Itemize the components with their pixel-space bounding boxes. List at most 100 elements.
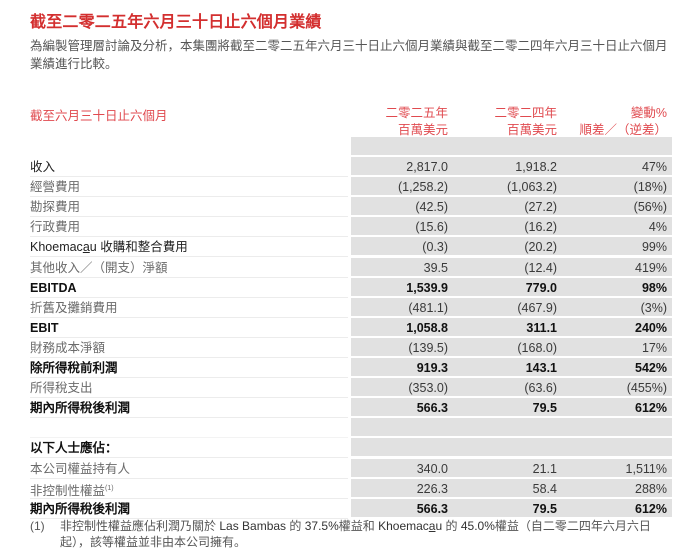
value-2025: 2,817.0 bbox=[406, 160, 448, 175]
value-change: 542% bbox=[635, 361, 667, 376]
value-2025: (15.6) bbox=[415, 220, 448, 235]
footnote-khoemacau-suffix: u bbox=[435, 519, 443, 533]
grey-cell-band bbox=[351, 237, 672, 256]
row-label: 行政費用 bbox=[30, 217, 348, 238]
row-label-suffix: u 收購和整合費用 bbox=[89, 240, 188, 255]
footnote-number: (1) bbox=[30, 519, 45, 533]
row-label: Khoemacau 收購和整合費用 bbox=[30, 237, 348, 258]
footnote-reference: (1) bbox=[105, 484, 114, 492]
period-header: 截至六月三十日止六個月 bbox=[30, 109, 168, 123]
grey-cell-band bbox=[351, 478, 672, 497]
column-header-change-title: 變動% bbox=[630, 106, 667, 120]
value-change: 288% bbox=[635, 481, 667, 496]
row-label: 折舊及攤銷費用 bbox=[30, 298, 348, 318]
value-2024: (63.6) bbox=[524, 381, 557, 396]
value-2024: 79.5 bbox=[532, 501, 557, 516]
table-header-spacer bbox=[0, 137, 693, 157]
value-2025: 566.3 bbox=[416, 401, 448, 416]
footnote: (1) 非控制性權益應佔利潤乃關於 Las Bambas 的 37.5%權益和 … bbox=[30, 518, 680, 550]
grey-cell-band bbox=[351, 438, 672, 457]
row-label-text: 非控制性權益 bbox=[30, 483, 106, 498]
results-table: 收入 2,817.0 1,918.2 47% 經營費用 (1,258.2) (1… bbox=[0, 137, 693, 519]
footnote-khoemacau-underlined: a bbox=[428, 519, 436, 533]
row-label-prefix: Khoemac bbox=[30, 240, 83, 255]
table-row-total: 期內所得稅後利潤 566.3 79.5 612% bbox=[0, 398, 693, 419]
value-2025: (42.5) bbox=[415, 200, 448, 215]
column-header-change: 變動% 順差／（逆差） bbox=[579, 105, 667, 139]
row-label: 勘探費用 bbox=[30, 197, 348, 218]
value-change: (455%) bbox=[626, 381, 667, 396]
value-2024: (168.0) bbox=[517, 340, 557, 355]
table-row-subtotal: 除所得稅前利潤 919.3 143.1 542% bbox=[0, 358, 693, 379]
value-2025: 39.5 bbox=[423, 260, 448, 275]
table-row: 非控制性權益(1) 226.3 58.4 288% bbox=[0, 478, 693, 499]
value-2024: 143.1 bbox=[525, 361, 557, 376]
grey-cell-band bbox=[351, 217, 672, 236]
table-row: 所得稅支出 (353.0) (63.6) (455%) bbox=[0, 378, 693, 399]
table-row: 本公司權益持有人 340.0 21.1 1,511% bbox=[0, 458, 693, 479]
column-header-2024: 二零二四年 百萬美元 bbox=[494, 105, 557, 139]
table-spacer-row bbox=[0, 418, 693, 439]
grey-cell-band bbox=[351, 358, 672, 377]
value-2025: 1,058.8 bbox=[406, 320, 448, 335]
grey-cell-band bbox=[351, 277, 672, 296]
row-label: 其他收入／（開支）淨額 bbox=[30, 258, 348, 278]
row-label-underlined: a bbox=[82, 240, 90, 255]
value-2025: 1,539.9 bbox=[406, 280, 448, 295]
footnote-khoemacau-prefix: Khoemac bbox=[378, 519, 429, 533]
value-2024: (1,063.2) bbox=[506, 180, 557, 195]
value-2024: (16.2) bbox=[524, 220, 557, 235]
value-2025: 340.0 bbox=[416, 461, 448, 476]
value-change: 419% bbox=[635, 260, 667, 275]
value-2025: (481.1) bbox=[408, 300, 448, 315]
column-header-change-subtitle: 順差／（逆差） bbox=[579, 123, 667, 137]
footnote-text-part: 非控制性權益應佔利潤乃關於 bbox=[60, 519, 220, 533]
value-2024: 311.1 bbox=[526, 320, 557, 335]
grey-cell-band bbox=[351, 317, 672, 336]
value-change: (56%) bbox=[633, 200, 667, 215]
value-2024: (467.9) bbox=[517, 300, 557, 315]
table-row: 財務成本淨額 (139.5) (168.0) 17% bbox=[0, 337, 693, 358]
value-change: 612% bbox=[635, 501, 667, 516]
row-label: 非控制性權益(1) bbox=[30, 479, 348, 499]
row-label: 除所得稅前利潤 bbox=[30, 358, 348, 379]
column-header-2024-unit: 百萬美元 bbox=[506, 123, 557, 137]
value-2025: (1,258.2) bbox=[397, 180, 448, 195]
grey-cell-band bbox=[351, 418, 672, 437]
grey-cell-band bbox=[351, 297, 672, 316]
row-label: 本公司權益持有人 bbox=[30, 459, 348, 479]
table-row: 勘探費用 (42.5) (27.2) (56%) bbox=[0, 197, 693, 218]
table-row-total: 期內所得稅後利潤 566.3 79.5 612% bbox=[0, 498, 693, 519]
grey-cell-band bbox=[351, 197, 672, 216]
value-2024: 1,918.2 bbox=[515, 160, 557, 175]
value-change: 47% bbox=[641, 160, 667, 175]
table-row: 折舊及攤銷費用 (481.1) (467.9) (3%) bbox=[0, 297, 693, 318]
value-2024: 21.1 bbox=[532, 461, 557, 476]
footnote-percent: 37.5% bbox=[304, 519, 339, 533]
row-label: EBITDA bbox=[30, 278, 348, 298]
footnote-las-bambas: Las Bambas bbox=[219, 519, 287, 533]
value-change: 612% bbox=[635, 401, 667, 416]
row-label: 財務成本淨額 bbox=[30, 338, 348, 358]
table-row: Khoemacau 收購和整合費用 (0.3) (20.2) 99% bbox=[0, 237, 693, 258]
value-2025: 566.3 bbox=[416, 501, 448, 516]
footnote-text-part: 權益和 bbox=[338, 519, 379, 533]
value-change: (18%) bbox=[633, 180, 667, 195]
value-2024: (20.2) bbox=[524, 240, 557, 255]
grey-cell-band bbox=[351, 458, 672, 477]
column-header-2025-year: 二零二五年 bbox=[385, 106, 448, 120]
value-change: 99% bbox=[641, 240, 667, 255]
row-label-empty bbox=[30, 418, 348, 439]
page-title: 截至二零二五年六月三十日止六個月業績 bbox=[30, 14, 322, 31]
grey-cell-band bbox=[351, 378, 672, 397]
grey-cell-band bbox=[351, 337, 672, 356]
footnote-percent: 45.0% bbox=[460, 519, 495, 533]
table-row: 行政費用 (15.6) (16.2) 4% bbox=[0, 217, 693, 238]
row-label: EBIT bbox=[30, 318, 348, 338]
grey-cell-band bbox=[351, 498, 672, 517]
value-2024: 79.5 bbox=[532, 401, 557, 416]
value-2025: (0.3) bbox=[422, 240, 448, 255]
value-2025: (139.5) bbox=[408, 340, 448, 355]
footnote-text-part: 的 bbox=[442, 519, 461, 533]
value-change: 4% bbox=[648, 220, 667, 235]
